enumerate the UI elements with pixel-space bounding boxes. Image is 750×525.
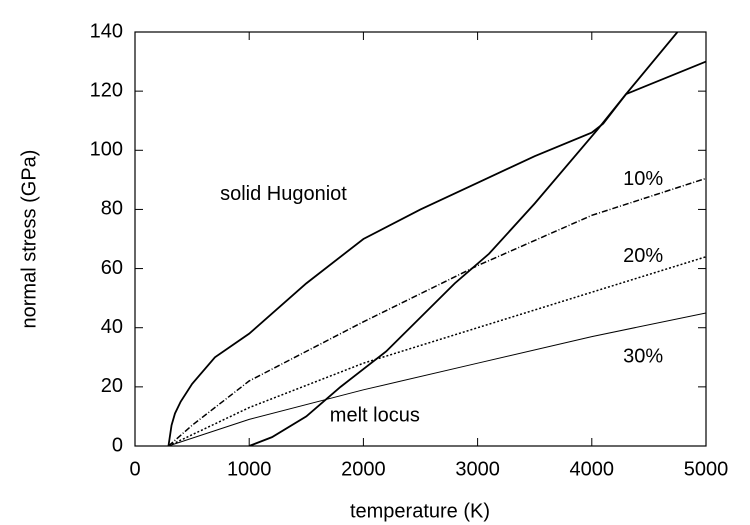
x-tick-label: 0	[129, 458, 140, 480]
annotation: melt locus	[330, 405, 420, 427]
annotation: solid Hugoniot	[220, 183, 347, 205]
y-tick-label: 20	[101, 375, 123, 397]
y-tick-label: 40	[101, 316, 123, 338]
annotation: 10%	[623, 168, 663, 190]
x-tick-label: 2000	[341, 458, 386, 480]
x-tick-label: 3000	[455, 458, 500, 480]
x-tick-label: 4000	[570, 458, 615, 480]
plot-frame	[134, 31, 707, 447]
y-tick-label: 140	[90, 20, 123, 42]
y-tick-label: 120	[90, 79, 123, 101]
annotation: 30%	[623, 346, 663, 368]
x-tick-label: 1000	[227, 458, 272, 480]
y-tick-label: 100	[90, 139, 123, 161]
y-tick-label: 0	[112, 434, 123, 456]
series-line	[167, 60, 706, 446]
y-axis-label: normal stress (GPa)	[18, 150, 40, 329]
series-line	[168, 312, 706, 446]
annotation: 20%	[623, 245, 663, 267]
series-line	[167, 177, 706, 446]
y-tick-label: 80	[101, 198, 123, 220]
x-tick-label: 5000	[684, 458, 729, 480]
x-axis-label: temperature (K)	[350, 500, 490, 522]
y-tick-label: 60	[101, 257, 123, 279]
series-line	[248, 32, 679, 446]
